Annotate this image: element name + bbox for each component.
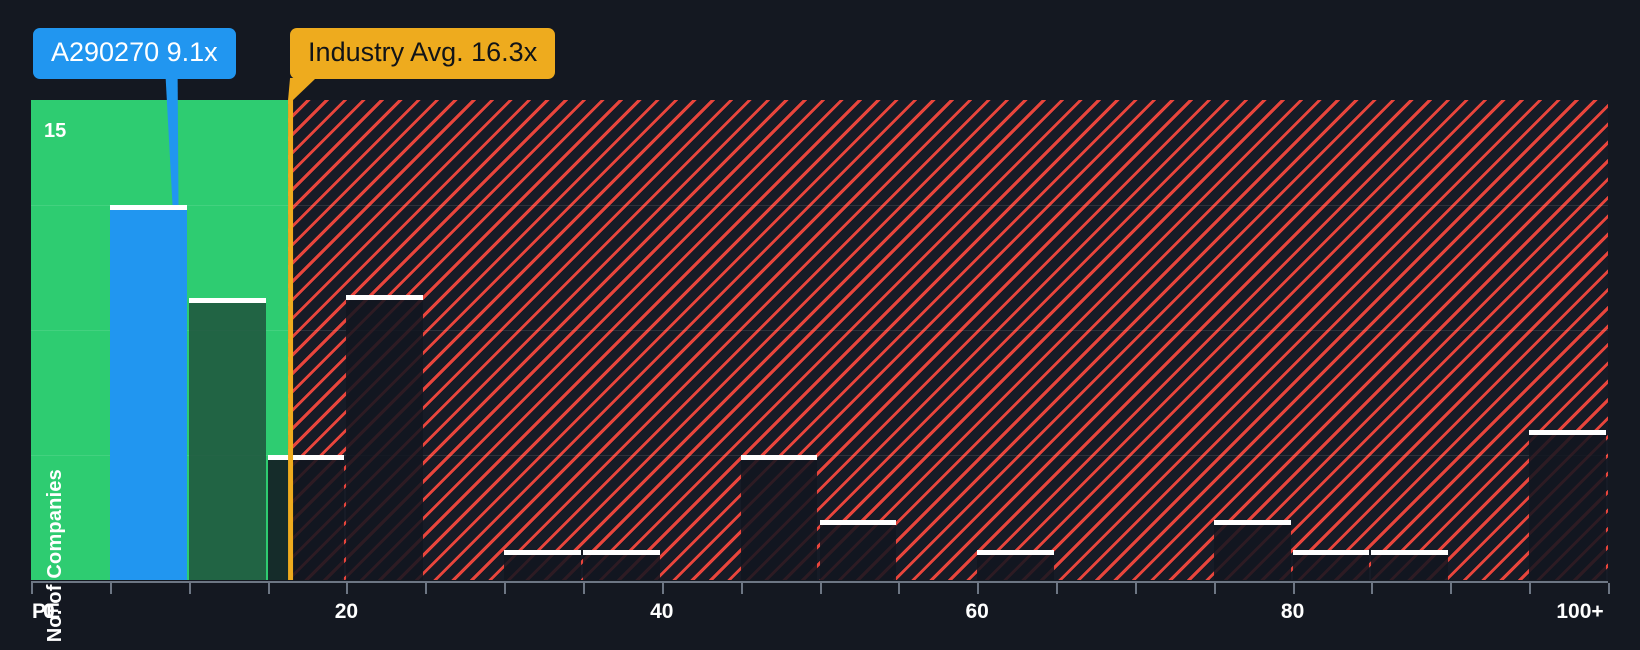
bar-body	[346, 300, 424, 580]
bar-body	[1371, 555, 1449, 580]
industry-pe-callout[interactable]: Industry Avg. 16.3x	[290, 28, 556, 80]
gridline	[31, 455, 1608, 456]
x-axis-tick	[346, 583, 349, 594]
gridline	[31, 330, 1608, 331]
bar-cap	[740, 455, 818, 460]
bar-body	[188, 302, 266, 580]
company-pe-callout[interactable]: A290270 9.1x	[33, 28, 236, 80]
x-axis-tick	[1450, 583, 1453, 594]
x-axis-tick-label: 60	[965, 600, 989, 623]
x-axis-tick	[267, 583, 270, 594]
bar-body	[267, 460, 345, 580]
bar-cap	[1292, 550, 1370, 555]
x-axis-tick	[661, 583, 664, 594]
bar-cap	[819, 520, 897, 525]
histogram-bar[interactable]	[1529, 430, 1606, 580]
x-axis-tick	[109, 583, 112, 594]
x-axis-tick	[1371, 583, 1374, 594]
histogram-bar[interactable]	[1213, 520, 1291, 580]
histogram-bar[interactable]	[109, 205, 187, 580]
x-axis-tick-label: 20	[334, 600, 359, 623]
histogram-bar[interactable]	[740, 455, 818, 580]
x-axis-tick	[425, 583, 428, 594]
x-axis-tick	[1292, 583, 1295, 594]
x-axis-prefix-label: PE	[32, 600, 61, 623]
y-axis-top-label: 15	[44, 120, 67, 142]
x-axis-tick-label: 80	[1280, 600, 1305, 623]
x-axis-tick	[819, 583, 822, 594]
x-axis-tick-label: 40	[650, 600, 674, 623]
histogram-bar[interactable]	[504, 550, 581, 580]
histogram-bar[interactable]	[1292, 550, 1370, 580]
industry-callout-stem	[288, 78, 317, 100]
histogram-bar[interactable]	[977, 550, 1055, 580]
histogram-bar[interactable]	[582, 550, 660, 580]
bar-body	[1292, 555, 1370, 580]
x-axis-tick	[898, 583, 901, 594]
x-axis-tick	[977, 583, 980, 594]
bar-body	[1529, 435, 1606, 580]
bar-cap	[346, 295, 424, 300]
gridline	[31, 205, 1608, 206]
overvalued-zone	[288, 100, 1608, 580]
bar-body	[109, 210, 187, 580]
x-axis-tick	[740, 583, 743, 594]
histogram-bar[interactable]	[1371, 550, 1449, 580]
bar-body	[740, 460, 818, 580]
x-axis-tick-label: 0	[43, 600, 55, 623]
x-axis-tick	[582, 583, 585, 594]
bar-cap	[188, 297, 266, 303]
x-axis-tick	[1134, 583, 1137, 594]
bar-body	[582, 555, 660, 580]
histogram-bar[interactable]	[188, 297, 266, 580]
x-axis-tick	[1529, 583, 1532, 594]
bar-body	[819, 525, 897, 580]
bar-cap	[977, 550, 1055, 555]
bar-cap	[504, 550, 581, 555]
x-axis-line	[31, 581, 1608, 583]
bar-cap	[582, 550, 660, 555]
bar-body	[504, 555, 581, 580]
x-axis-tick	[31, 583, 33, 594]
x-axis-tick-label: 100+	[1556, 600, 1604, 623]
x-axis-tick	[1056, 583, 1059, 594]
x-axis-tick	[1608, 583, 1610, 594]
x-axis-tick	[188, 583, 191, 594]
plot-area	[31, 100, 1608, 580]
histogram-bar[interactable]	[267, 455, 345, 580]
bar-cap	[109, 205, 187, 210]
x-axis-tick	[1213, 583, 1216, 594]
histogram-bar[interactable]	[819, 520, 897, 580]
bar-cap	[1529, 430, 1606, 435]
bar-body	[1213, 525, 1291, 580]
histogram-bar[interactable]	[346, 295, 424, 580]
bar-cap	[267, 455, 345, 460]
bar-cap	[1371, 550, 1449, 555]
bar-body	[977, 555, 1055, 580]
x-axis-tick	[504, 583, 507, 594]
bar-cap	[1213, 520, 1291, 525]
